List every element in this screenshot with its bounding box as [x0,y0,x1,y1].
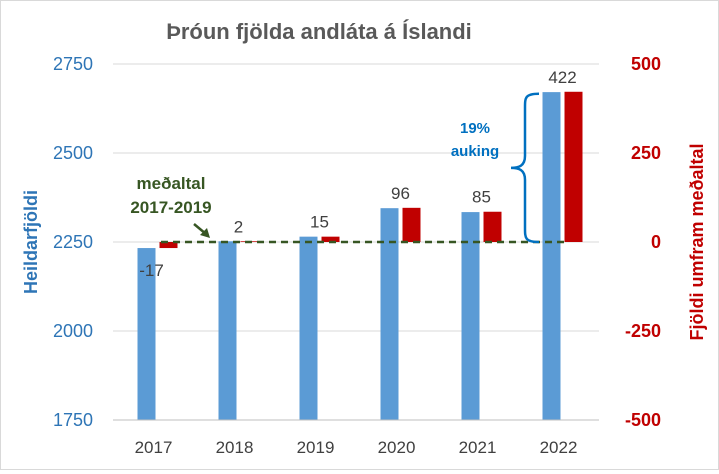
bars [137,91,583,421]
left-axis-tick-label: 1750 [53,410,93,430]
x-axis-tick-label: 2021 [459,438,497,457]
bar-total-2019 [299,236,318,420]
bar-excess-2022 [564,91,583,242]
bar-total-2020 [380,208,399,420]
right-axis-tick-label: 250 [631,143,661,163]
bar-total-2021 [461,212,480,420]
x-axis-tick-label: 2019 [297,438,335,457]
data-labels: -17 2 15 96 85 422 [139,68,576,280]
data-label-2021: 85 [472,188,491,207]
average-arrow-head [200,228,210,238]
average-line-label-line: meðaltal [137,174,206,193]
right-axis: -500 -250 0 250 500 [625,54,661,430]
x-axis: 2017 2018 2019 2020 2021 2022 [113,419,599,457]
data-label-2017: -17 [139,261,164,280]
right-axis-tick-label: -250 [625,321,661,341]
average-line-group: meðaltal 2017-2019 [130,174,567,244]
annotation-brace [510,92,540,244]
x-axis-tick-label: 2017 [135,438,173,457]
left-axis-tick-label: 2000 [53,321,93,341]
bar-excess-2019 [321,236,340,242]
right-axis-title: Fjöldi umfram meðaltal [687,143,707,340]
bar-total-2017 [137,248,156,420]
x-axis-tick-label: 2022 [540,438,578,457]
x-axis-tick-label: 2018 [216,438,254,457]
bar-total-2018 [218,241,237,420]
annotation-label-line: 19% [460,120,490,137]
right-axis-tick-label: 500 [631,54,661,74]
annotation-label-line: auking [451,143,499,160]
left-axis-tick-label: 2750 [53,54,93,74]
left-axis-tick-label: 2250 [53,232,93,252]
left-axis: 1750 2000 2250 2500 2750 [53,54,93,430]
average-line-label-line: 2017-2019 [130,198,211,217]
left-axis-tick-label: 2500 [53,143,93,163]
left-axis-title: Heildarfjöldi [21,190,41,294]
bar-total-2022 [542,92,561,421]
bar-excess-2020 [402,207,421,242]
average-line-label: meðaltal 2017-2019 [130,174,211,217]
data-label-2019: 15 [310,213,329,232]
x-axis-tick-label: 2020 [378,438,416,457]
annotation-label: 19% auking [451,120,499,160]
bar-excess-2021 [483,211,502,242]
data-label-2020: 96 [391,184,410,203]
data-label-2022: 422 [548,68,576,87]
right-axis-tick-label: -500 [625,410,661,430]
chart-title: Þróun fjölda andláta á Íslandi [166,19,472,44]
right-axis-tick-label: 0 [651,232,661,252]
bar-excess-2017 [159,242,178,249]
data-label-2018: 2 [234,217,243,236]
annotation-group: 19% auking [451,92,540,244]
gridlines [113,63,599,332]
